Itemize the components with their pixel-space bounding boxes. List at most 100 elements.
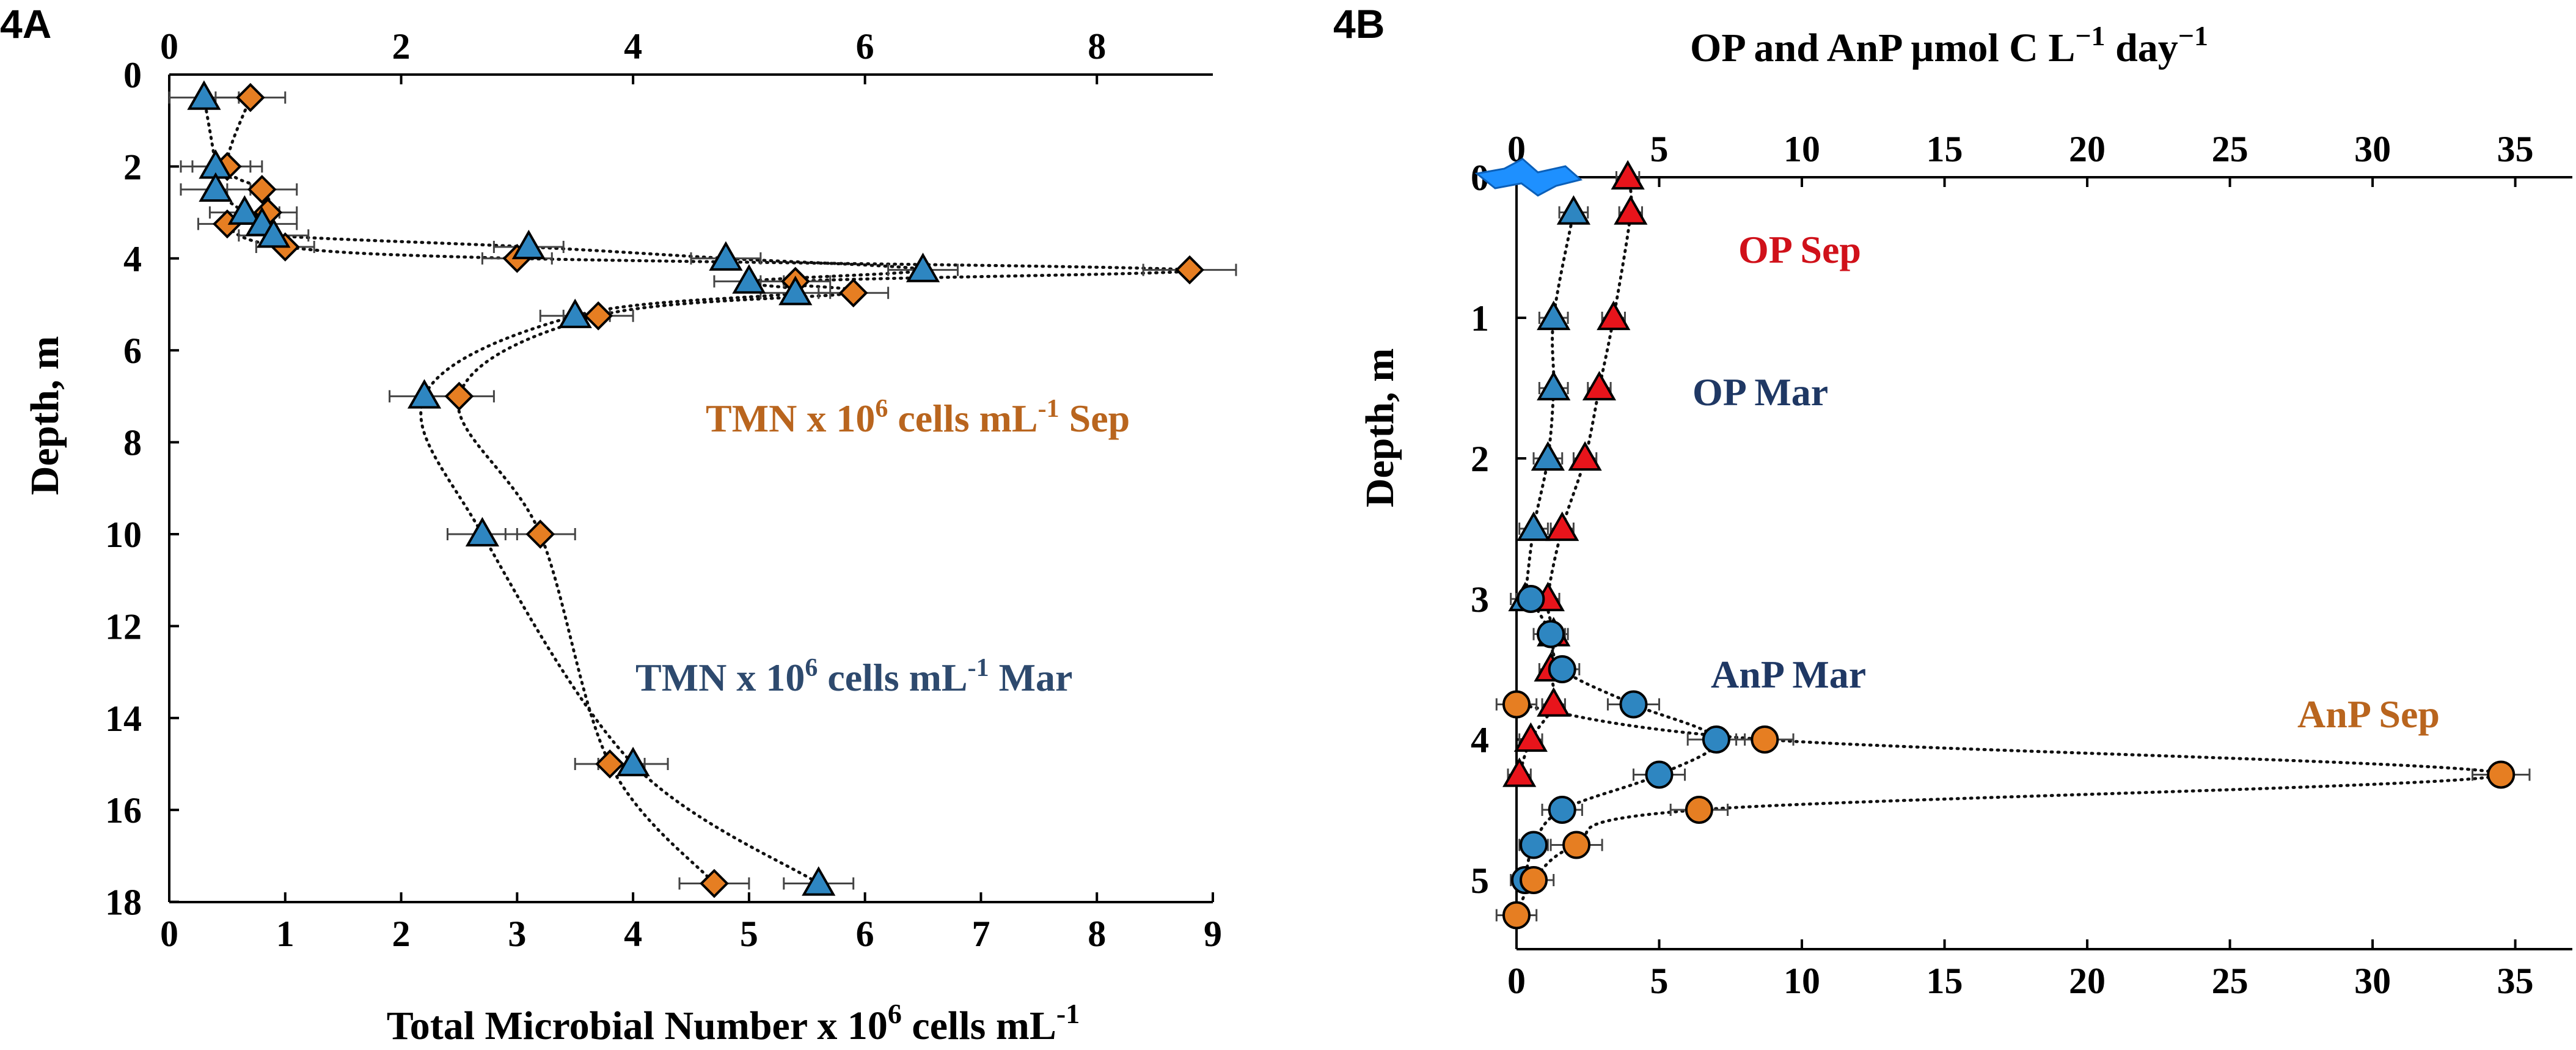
ytick-label-6: 6 xyxy=(123,331,142,371)
series-a-lines xyxy=(202,96,1195,886)
xtick-top-label-25: 25 xyxy=(2212,129,2249,169)
ytick-label-18: 18 xyxy=(105,883,142,923)
xtick-top-label-0: 0 xyxy=(160,26,178,67)
tmn-x-10-cells-ml-sep-point-10 xyxy=(584,301,613,331)
annotation-anp-mar: AnP Mar xyxy=(1711,653,1866,696)
ytick-label-8: 8 xyxy=(123,423,142,463)
xtick-bottom-label-1: 1 xyxy=(276,914,295,954)
tmn-x-10-cells-ml-mar-point-11 xyxy=(558,298,592,328)
anp-mar-point-0 xyxy=(1517,585,1545,613)
annotation-anp-sep: AnP Sep xyxy=(2297,692,2440,736)
op-mar-point-0 xyxy=(1556,195,1591,225)
xtick-bottom-label-0: 0 xyxy=(1507,961,1526,1001)
op-sep-point-10 xyxy=(1513,722,1548,752)
xtick-bottom-label-0: 0 xyxy=(160,914,178,954)
tmn-x-10-cells-ml-mar-point-3 xyxy=(227,195,262,225)
tmn-x-10-cells-ml-sep-point-11 xyxy=(444,381,474,411)
xtick-bottom-label-10: 10 xyxy=(1784,961,1820,1001)
axis-a-ylabel: Depth, m xyxy=(23,336,67,495)
series-a-errorbars xyxy=(168,91,1237,890)
tmn-x-10-cells-ml-sep-point-14 xyxy=(700,868,729,898)
tmn-x-10-cells-ml-sep-point-7 xyxy=(1175,255,1204,285)
annotation-tmn-mar: TMN x 106 cells mL-1 Mar xyxy=(635,654,1072,699)
op-mar-point-2 xyxy=(1537,370,1571,401)
tmn-x-10-cells-ml-mar-point-7 xyxy=(709,241,743,271)
anp-mar-point-2 xyxy=(1548,655,1576,683)
anp-mar-point-6 xyxy=(1548,796,1576,824)
anp-sep-point-6 xyxy=(1502,901,1531,930)
anp-mar-point-4 xyxy=(1702,725,1730,754)
xtick-bottom-label-5: 5 xyxy=(740,914,758,954)
anp-sep-point-2 xyxy=(2487,760,2516,789)
ytick-label-16: 16 xyxy=(105,790,142,831)
tmn-x-10-cells-ml-mar-point-2 xyxy=(199,172,233,202)
ytick-label-12: 12 xyxy=(105,606,142,647)
tmn-x-10-cells-ml-sep-point-9 xyxy=(838,278,868,308)
tmn-x-10-cells-ml-mar-point-0 xyxy=(187,80,221,110)
tmn-x-10-cells-ml-mar-point-13 xyxy=(465,516,499,547)
xtick-bottom-label-5: 5 xyxy=(1650,961,1669,1001)
xtick-top-label-2: 2 xyxy=(392,26,411,67)
xtick-bottom-label-15: 15 xyxy=(1927,961,1963,1001)
ytick-label-10: 10 xyxy=(105,515,142,555)
water-surface-icon xyxy=(1474,158,1583,197)
axis-b-title: OP and AnP µmol C L−1 day−1 xyxy=(1690,20,2208,70)
op-mar-point-3 xyxy=(1531,441,1565,471)
anp-mar-point-3 xyxy=(1619,690,1648,719)
tmn-x-10-cells-ml-sep-point-0 xyxy=(236,83,265,112)
series-b-lines xyxy=(1515,175,2503,917)
anp-mar-point-7 xyxy=(1520,831,1548,859)
panel-4b: 4B OP and AnP µmol C L−1 day−1 0 5 10 15 20 2… xyxy=(1333,1,2572,1001)
op-sep-point-0 xyxy=(1611,160,1645,190)
tmn-x-10-cells-ml-mar-point-9 xyxy=(732,264,766,294)
anp-mar-point-1 xyxy=(1537,620,1565,648)
xtick-top-label-30: 30 xyxy=(2354,129,2391,169)
op-sep-line xyxy=(1518,175,1633,776)
tmn-x-10-cells-ml-sep-line xyxy=(225,96,1195,886)
anp-sep-point-0 xyxy=(1502,690,1531,719)
op-sep-point-3 xyxy=(1582,370,1617,401)
xtick-bottom-label-3: 3 xyxy=(508,914,526,954)
ytick-label-4: 4 xyxy=(1471,720,1489,760)
ytick-label-4: 4 xyxy=(123,239,142,279)
tmn-x-10-cells-ml-sep-point-12 xyxy=(525,519,555,549)
tmn-x-10-cells-ml-mar-point-6 xyxy=(511,229,546,260)
anp-sep-point-3 xyxy=(1685,796,1713,824)
op-sep-point-5 xyxy=(1545,511,1579,542)
tmn-x-10-cells-ml-mar-point-14 xyxy=(616,746,650,777)
xtick-bottom-label-35: 35 xyxy=(2497,961,2534,1001)
anp-sep-point-5 xyxy=(1520,866,1548,894)
xtick-bottom-label-6: 6 xyxy=(856,914,874,954)
annotation-tmn-sep: TMN x 106 cells mL-1 Sep xyxy=(706,395,1130,440)
tmn-x-10-cells-ml-mar-point-15 xyxy=(802,866,836,896)
tmn-x-10-cells-ml-mar-point-12 xyxy=(407,379,442,409)
annotation-op-sep: OP Sep xyxy=(1738,228,1861,271)
xtick-bottom-label-2: 2 xyxy=(392,914,411,954)
ytick-label-0: 0 xyxy=(123,55,142,95)
annotation-op-mar: OP Mar xyxy=(1692,370,1828,414)
xtick-bottom-label-25: 25 xyxy=(2212,961,2249,1001)
ytick-label-1: 1 xyxy=(1471,298,1489,339)
anp-sep-point-1 xyxy=(1751,725,1779,754)
op-sep-point-9 xyxy=(1537,687,1571,717)
tmn-x-10-cells-ml-sep-point-13 xyxy=(595,749,624,779)
xtick-bottom-label-7: 7 xyxy=(971,914,990,954)
tmn-x-10-cells-ml-mar-point-8 xyxy=(906,252,940,282)
op-mar-line xyxy=(1523,211,1575,601)
ytick-label-14: 14 xyxy=(105,699,142,739)
xtick-top-label-15: 15 xyxy=(1927,129,1963,169)
xtick-top-label-20: 20 xyxy=(2069,129,2106,169)
series-b-markers xyxy=(1474,158,2516,930)
xtick-bottom-label-30: 30 xyxy=(2354,961,2391,1001)
axis-a-xlabel: Total Microbial Number x 106 cells mL-1 xyxy=(387,998,1080,1048)
tmn-x-10-cells-ml-sep-point-2 xyxy=(247,175,277,204)
tmn-x-10-cells-ml-mar-point-10 xyxy=(778,276,813,306)
axis-b-ylabel: Depth, m xyxy=(1358,348,1402,507)
op-sep-point-1 xyxy=(1614,195,1648,225)
panel-label-4b: 4B xyxy=(1333,1,1385,46)
tmn-x-10-cells-ml-mar-line xyxy=(202,96,925,886)
xtick-bottom-label-9: 9 xyxy=(1204,914,1222,954)
xtick-top-label-6: 6 xyxy=(856,26,874,67)
